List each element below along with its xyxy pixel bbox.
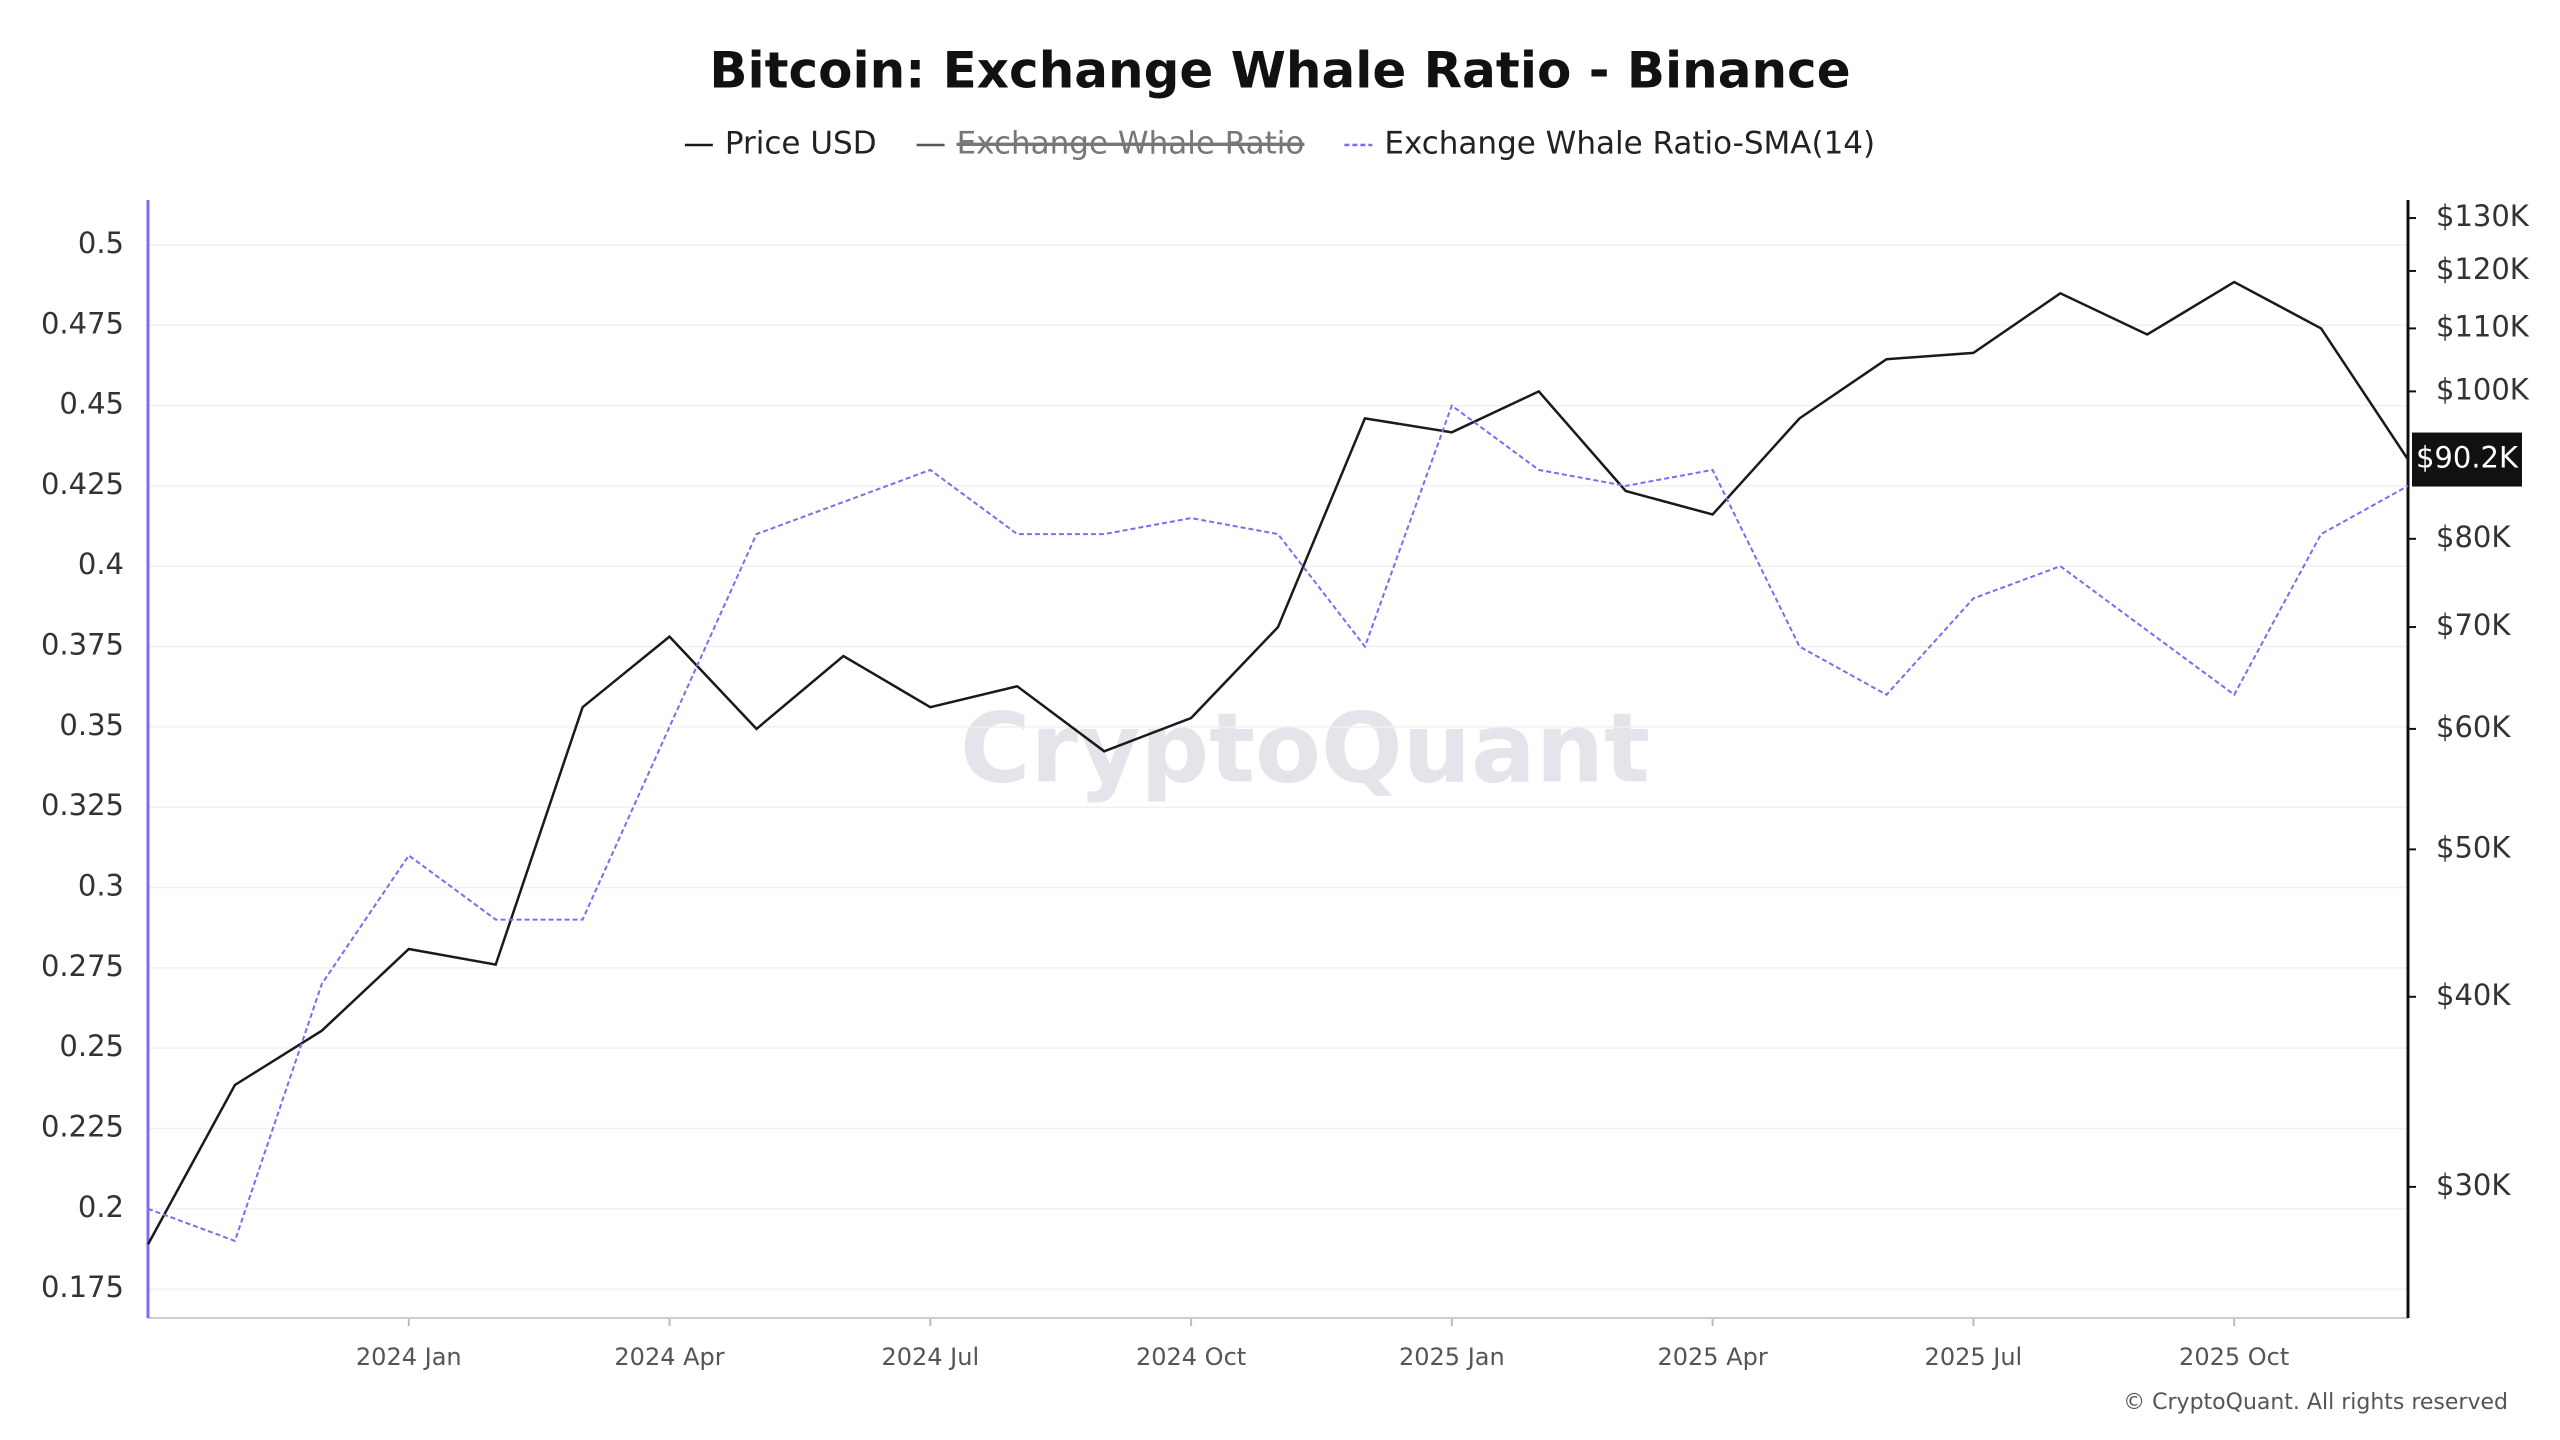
x-tick-label: 2025 Oct [2179,1343,2289,1371]
legend-label[interactable]: Exchange Whale Ratio [957,126,1305,162]
y2-tick-label: $50K [2436,830,2511,864]
series-line [147,403,2409,1243]
x-tick-label: 2025 Apr [1657,1343,1767,1371]
legend-label[interactable]: Exchange Whale Ratio-SMA(14) [1384,126,1875,162]
y-tick-label: 0.225 [41,1109,124,1143]
watermark: CryptoQuant [960,692,1650,804]
x-tick-label: 2024 Jul [881,1343,979,1371]
y-tick-label: 0.5 [78,226,124,260]
y-tick-label: 0.25 [59,1029,124,1063]
y2-tick-label: $70K [2436,608,2511,642]
y-tick-label: 0.375 [41,628,124,662]
y-tick-label: 0.275 [41,949,124,983]
x-tick-label: 2024 Oct [1136,1343,1246,1371]
y2-tick-label: $100K [2436,372,2530,406]
x-tick-label: 2025 Jan [1399,1343,1505,1371]
legend-item[interactable]: Exchange Whale Ratio-SMA(14) [1344,126,1875,162]
x-tick-label: 2025 Jul [1925,1343,2023,1371]
chart-title: Bitcoin: Exchange Whale Ratio - Binance [709,42,1850,100]
series-line [146,280,2410,1245]
y-tick-label: 0.45 [59,387,124,421]
legend: Price USD Exchange Whale Ratio Exchange Wh… [684,126,1875,162]
y-tick-label: 0.4 [78,547,124,581]
legend-item[interactable]: Exchange Whale Ratio [916,126,1305,162]
y2-tick-label: $120K [2436,252,2530,286]
y-tick-label: 0.475 [41,306,124,340]
y-tick-label: 0.175 [41,1270,124,1304]
y-tick-label: 0.35 [59,708,124,742]
x-tick-label: 2024 Apr [614,1343,724,1371]
y2-tick-label: $40K [2436,978,2511,1012]
y-tick-label: 0.2 [78,1190,124,1224]
footer: © CryptoQuant. All rights reserved [2123,1390,2508,1415]
y2-tick-label: $130K [2436,199,2530,233]
last-value-label: $90.2K [2416,441,2519,475]
y2-tick-label: $60K [2436,710,2511,744]
legend-item[interactable]: Price USD [684,126,877,162]
last-value-box [2412,432,2522,487]
legend-label[interactable]: Price USD [725,126,877,162]
y2-tick-label: $110K [2436,309,2530,343]
y-tick-label: 0.325 [41,788,124,822]
y2-tick-label: $30K [2436,1168,2511,1202]
x-tick-label: 2024 Jan [356,1343,462,1371]
y-tick-label: 0.3 [78,869,124,903]
y-tick-label: 0.425 [41,467,124,501]
y2-tick-label: $80K [2436,520,2511,554]
